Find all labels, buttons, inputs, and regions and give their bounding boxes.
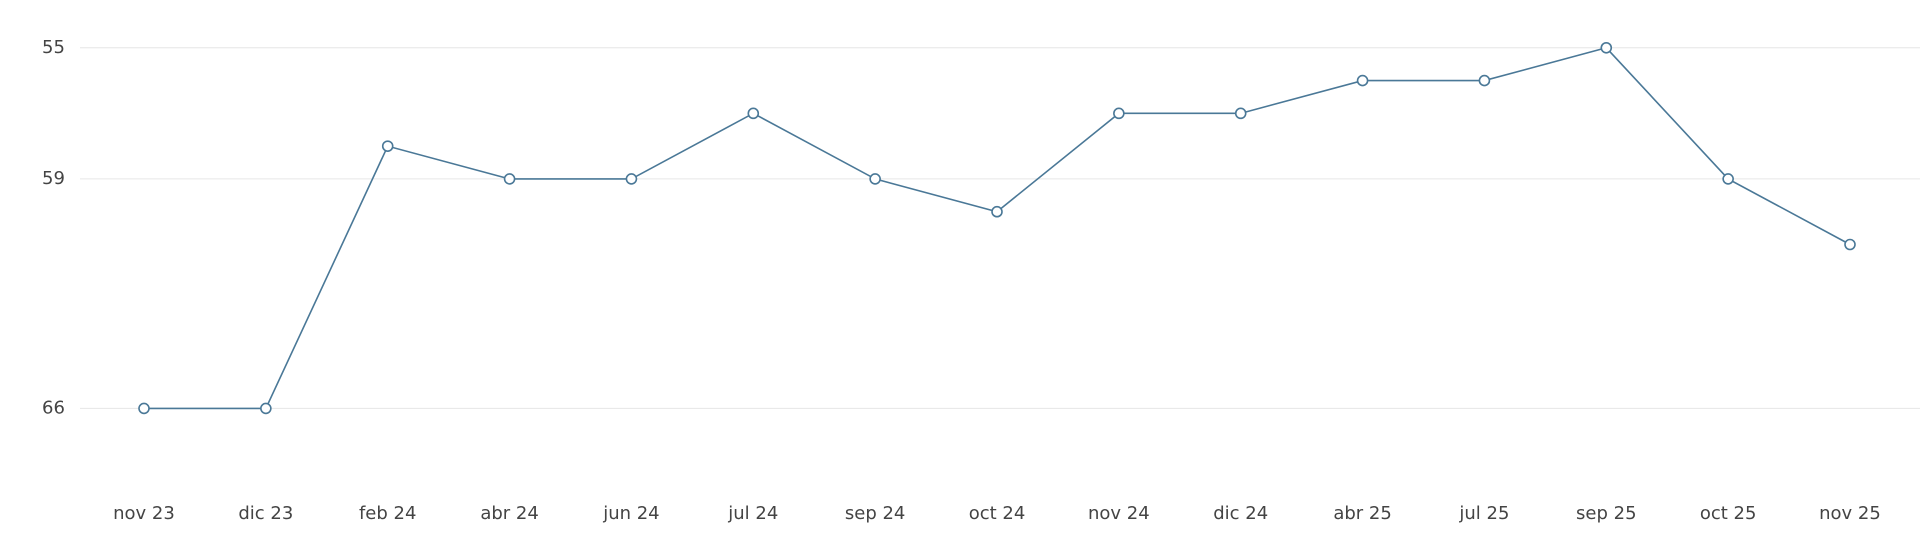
data-point [869,173,881,185]
x-tick-label: jun 24 [602,503,659,524]
x-tick-label: feb 24 [359,503,416,524]
x-tick-label: jul 25 [1458,503,1509,524]
y-tick-label: 59 [42,168,65,189]
data-point [138,402,150,415]
data-point [991,205,1003,218]
x-tick-label: oct 24 [969,503,1026,524]
x-tick-label: nov 24 [1088,503,1150,524]
data-point [1600,41,1613,54]
x-tick-label: abr 25 [1333,503,1391,524]
y-tick-label: 55 [42,37,65,58]
x-tick-label: nov 23 [113,503,175,524]
x-tick-label: nov 25 [1819,503,1881,524]
x-tick-label: oct 25 [1700,503,1757,524]
data-point [1113,107,1125,120]
y-tick-label: 66 [42,397,65,418]
data-point [747,107,760,120]
x-tick-label: dic 23 [238,503,293,524]
data-point [381,140,394,152]
data-point [260,402,272,415]
x-tick-label: abr 24 [480,503,538,524]
data-point [1356,74,1369,87]
data-point [1234,107,1247,120]
data-point [625,173,638,185]
data-point [1722,173,1734,185]
x-tick-label: dic 24 [1213,503,1268,524]
x-tick-label: sep 24 [845,503,906,524]
data-point [1478,74,1491,87]
data-point [1844,238,1856,251]
x-tick-label: jul 24 [727,503,778,524]
data-line [144,46,1851,410]
data-point [503,173,516,185]
x-tick-label: sep 25 [1576,503,1637,524]
